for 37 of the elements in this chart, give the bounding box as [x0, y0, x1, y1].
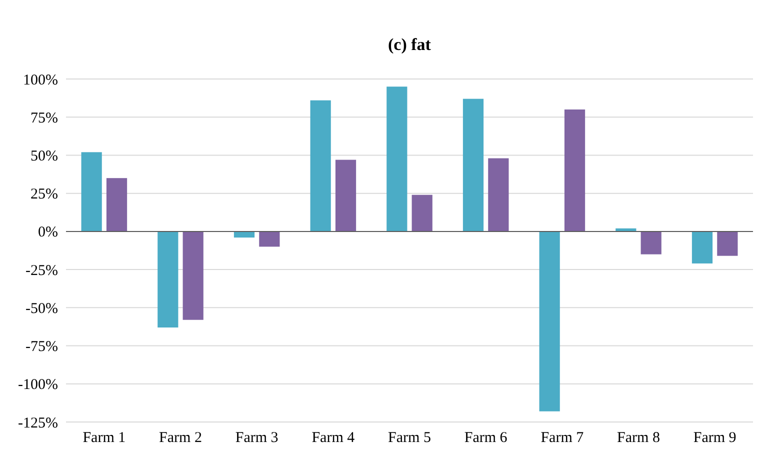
- y-tick-label: -50%: [26, 300, 58, 317]
- x-tick-label: Farm 2: [159, 430, 202, 446]
- y-tick-label: -100%: [18, 377, 58, 394]
- x-tick-label: Farm 3: [235, 430, 278, 446]
- bar: [412, 194, 432, 232]
- y-tick-label: -25%: [26, 262, 58, 279]
- bar: [640, 231, 662, 254]
- bar: [335, 160, 356, 232]
- bar: [158, 231, 178, 328]
- y-tick-label: 0%: [38, 224, 58, 241]
- y-tick-label: 100%: [23, 72, 58, 88]
- x-tick-label: Farm 4: [312, 430, 356, 446]
- y-tick-label: 75%: [30, 110, 58, 126]
- x-tick-label: Farm 7: [540, 430, 584, 446]
- bar: [386, 86, 408, 232]
- bar: [539, 231, 560, 412]
- bar: [310, 100, 331, 232]
- bar: [717, 231, 738, 256]
- x-tick-label: Farm 1: [82, 430, 126, 446]
- x-tick-label: Farm 9: [693, 430, 736, 446]
- bar: [564, 109, 586, 232]
- x-tick-label: Farm 6: [464, 430, 508, 446]
- x-tick-label: Farm 5: [388, 430, 431, 446]
- bar: [488, 158, 509, 232]
- y-tick-label: -75%: [26, 339, 58, 356]
- bar: [234, 231, 255, 238]
- bar: [106, 178, 128, 232]
- bar: [81, 152, 102, 232]
- chart-title: (c) fat: [388, 35, 432, 54]
- x-tick-label: Farm 8: [617, 430, 660, 446]
- bar: [259, 231, 280, 247]
- bar: [182, 231, 204, 320]
- y-tick-label: 50%: [30, 148, 58, 164]
- bar: [462, 98, 484, 232]
- y-tick-label: 25%: [30, 186, 58, 203]
- bar: [692, 231, 713, 264]
- y-tick-label: -125%: [18, 415, 58, 432]
